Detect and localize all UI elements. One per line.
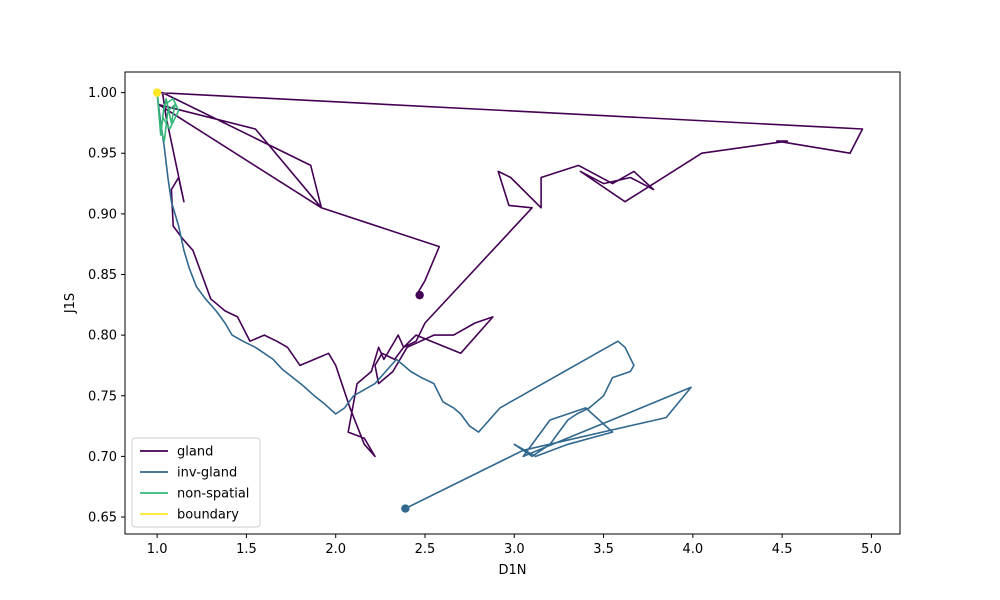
y-tick-label: 0.90 — [88, 207, 117, 222]
y-axis: 0.65 0.70 0.75 0.80 0.85 0.90 0.95 1.00 — [88, 86, 125, 526]
x-tick-label: 4.0 — [683, 542, 704, 557]
series-end-marker-inv-gland — [401, 504, 410, 513]
axes-frame — [124, 71, 901, 535]
x-tick-label: 3.5 — [593, 542, 614, 557]
series-line-gland — [157, 91, 864, 458]
y-tick-label: 0.75 — [88, 389, 117, 404]
y-tick-label: 0.95 — [88, 147, 117, 162]
x-tick-label: 2.0 — [325, 542, 346, 557]
series-line-non-spatial — [156, 92, 180, 142]
x-tick-label: 3.0 — [504, 542, 525, 557]
legend-label: inv-gland — [177, 466, 237, 481]
legend-box — [131, 437, 261, 528]
x-tick-label: 1.0 — [147, 542, 168, 557]
y-tick-label: 0.85 — [88, 268, 117, 283]
x-axis-label: D1N — [498, 563, 526, 578]
legend: gland inv-gland non-spatial boundary — [131, 437, 261, 528]
x-axis: 1.0 1.5 2.0 2.5 3.0 3.5 4.0 4.5 5.0 — [147, 534, 882, 557]
plot-area — [152, 88, 864, 513]
x-tick-label: 4.5 — [772, 542, 793, 557]
x-tick-label: 5.0 — [861, 542, 882, 557]
legend-label: gland — [177, 445, 213, 460]
y-tick-label: 0.65 — [88, 511, 117, 526]
y-axis-label: J1S — [63, 293, 78, 314]
y-tick-label: 0.80 — [88, 329, 117, 344]
legend-label: boundary — [177, 508, 239, 523]
series-end-marker-boundary — [152, 88, 162, 97]
y-tick-label: 0.70 — [88, 450, 117, 465]
series-end-marker-gland — [415, 290, 424, 300]
x-tick-label: 1.5 — [236, 542, 257, 557]
y-tick-label: 1.00 — [88, 86, 117, 101]
series-line-inv-gland — [156, 92, 692, 510]
x-tick-label: 2.5 — [415, 542, 436, 557]
legend-label: non-spatial — [177, 487, 249, 502]
